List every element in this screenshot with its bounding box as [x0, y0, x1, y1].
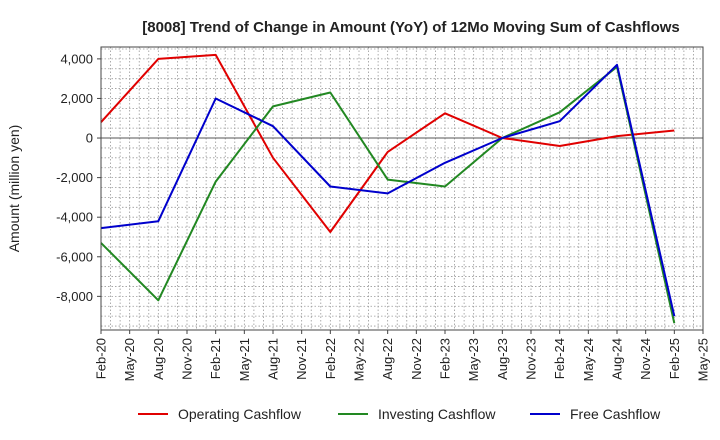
y-tick-label: 4,000: [60, 51, 93, 66]
legend-label: Investing Cashflow: [378, 406, 496, 422]
x-tick-label: Feb-20: [94, 338, 109, 379]
y-tick-label: -8,000: [56, 289, 93, 304]
y-axis-label: Amount (million yen): [6, 125, 22, 253]
legend-label: Free Cashflow: [570, 406, 661, 422]
legend-label: Operating Cashflow: [178, 406, 302, 422]
x-tick-label: May-23: [466, 338, 481, 381]
series-line-free-cashflow: [100, 63, 676, 317]
x-tick-label: Feb-21: [208, 338, 223, 379]
chart-title: [8008] Trend of Change in Amount (YoY) o…: [142, 19, 680, 36]
y-tick-label: -6,000: [56, 249, 93, 264]
y-tick-label: 0: [86, 131, 93, 146]
y-tick-label: -4,000: [56, 210, 93, 225]
series-line-operating-cashflow: [100, 53, 675, 233]
x-tick-label: Nov-20: [180, 338, 195, 380]
x-tick-label: Nov-24: [638, 338, 653, 380]
x-tick-label: Aug-20: [151, 338, 166, 380]
plot-area: [101, 47, 703, 330]
x-tick-label: Feb-22: [323, 338, 338, 379]
x-tick-label: May-24: [581, 338, 596, 381]
x-tick-label: May-21: [237, 338, 252, 381]
x-tick-label: Feb-23: [438, 338, 453, 379]
x-axis: Feb-20 May-20 Aug-20 Nov-20 Feb-21 May-21 Aug-…: [94, 330, 711, 381]
x-tick-label: Aug-22: [380, 338, 395, 380]
x-tick-label: Aug-23: [495, 338, 510, 380]
y-tick-label: -2,000: [56, 170, 93, 185]
x-tick-label: Nov-23: [524, 338, 539, 380]
x-tick-label: Feb-25: [667, 338, 682, 379]
grid: [101, 47, 703, 330]
x-tick-label: Nov-21: [294, 338, 309, 380]
x-tick-label: May-25: [696, 338, 711, 381]
x-tick-label: May-20: [122, 338, 137, 381]
x-tick-label: Nov-22: [409, 338, 424, 380]
plot-border: [100, 46, 704, 331]
series-line-investing-cashflow: [100, 65, 676, 324]
legend: Operating Cashflow Investing Cashflow Free…: [138, 406, 661, 422]
x-tick-label: May-22: [352, 338, 367, 381]
y-tick-label: 2,000: [60, 91, 93, 106]
x-tick-label: Aug-21: [266, 338, 281, 380]
y-axis: 4,000 2,000 0 -2,000 -4,000 -6,000 -8,000: [56, 51, 101, 304]
series-group: [100, 53, 676, 324]
x-tick-label: Aug-24: [610, 338, 625, 380]
x-tick-label: Feb-24: [552, 338, 567, 379]
